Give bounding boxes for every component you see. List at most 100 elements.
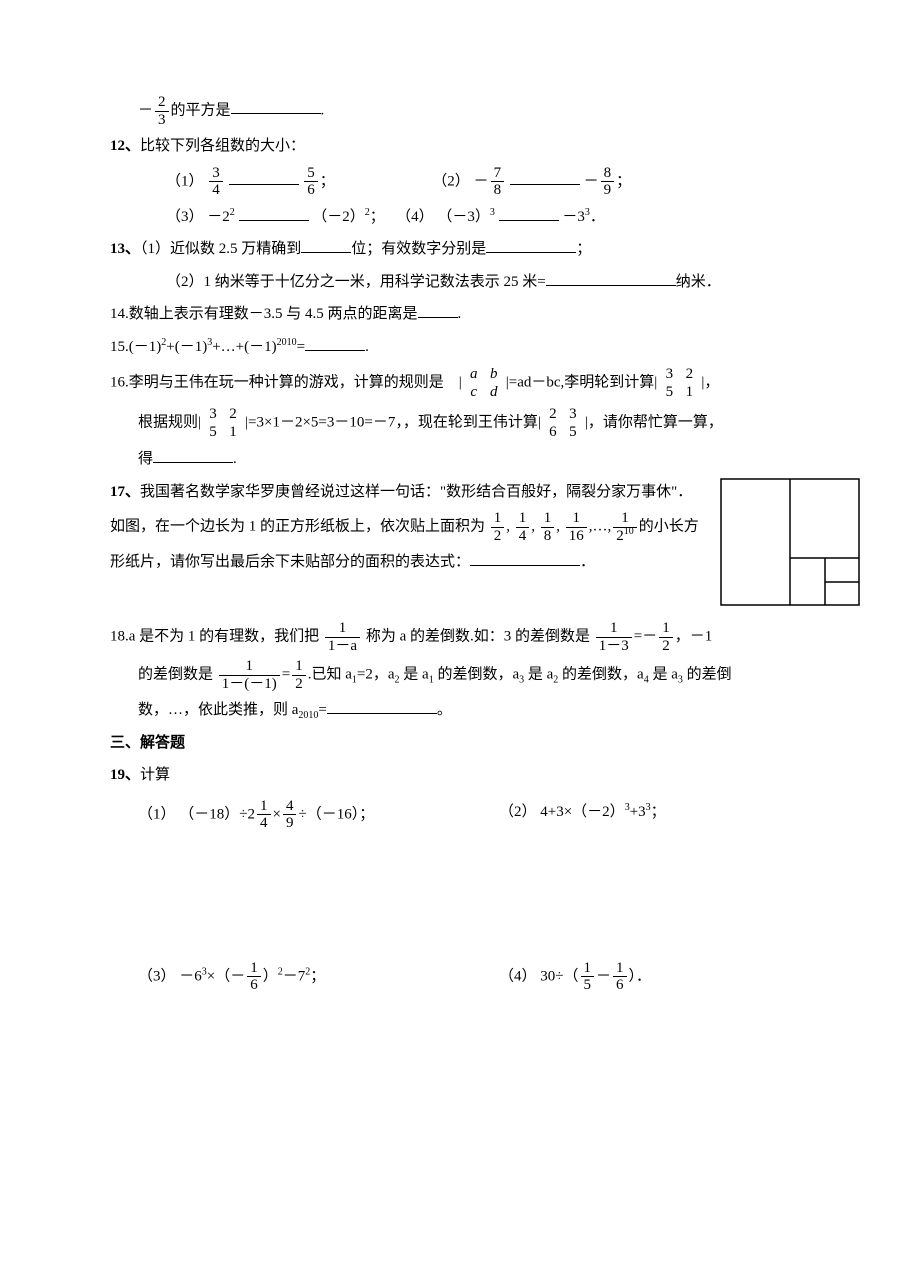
- t: ）．: [629, 968, 652, 984]
- t: =2，a: [357, 666, 395, 682]
- neg: －: [584, 173, 599, 189]
- q18-l1: 18.a 是不为 1 的有理数，我们把 11－a 称为 a 的差倒数.如：3 的…: [110, 620, 860, 654]
- q12-text: 比较下列各组数的大小：: [140, 138, 305, 154]
- q13-p1: 13、（1）近似数 2.5 万精确到位；有效数字分别是；: [110, 235, 860, 264]
- t: －: [596, 968, 611, 984]
- lp: （3）: [138, 968, 176, 984]
- q19-row1: （1） （－18）÷214×49÷（－16）； （2） 4+3×（－2）3+33…: [110, 794, 860, 836]
- t: 的差倒数，a: [558, 666, 643, 682]
- frac: 116: [566, 510, 587, 544]
- matrix: 3251: [659, 365, 699, 401]
- q19-p1: （1） （－18）÷214×49÷（－16）；: [110, 798, 499, 832]
- q18-l2: 的差倒数是 11－(－1)=12.已知 a1=2，a2 是 a1 的差倒数，a3…: [110, 658, 860, 692]
- blank: [327, 698, 437, 714]
- blank: [499, 205, 559, 221]
- matrix: 2365: [543, 405, 583, 441]
- blank: [153, 447, 233, 463]
- q12-label: 12、: [110, 138, 140, 154]
- q17-figure: [720, 478, 860, 617]
- semi: ；: [616, 173, 631, 189]
- t: 数，…，依此类推，则 a: [138, 702, 298, 718]
- q19-row2: （3） －63×（－16）2－72； （4） 30÷（15－16）．: [110, 956, 860, 998]
- t: =: [297, 339, 305, 355]
- t: +(－1): [166, 339, 207, 355]
- t: －6: [179, 968, 202, 984]
- t: ；: [310, 968, 325, 984]
- t: .: [458, 306, 462, 322]
- t: ×（－: [207, 968, 245, 984]
- frac: 56: [304, 165, 318, 199]
- blank: [486, 237, 576, 253]
- q12-row1: （1） 34 56； （2） －78 －89；: [110, 165, 860, 199]
- frac: 78: [491, 165, 505, 199]
- t: 15.(－1): [110, 339, 161, 355]
- frac: 12: [659, 620, 673, 654]
- t: 4+3×（－2）: [540, 804, 624, 820]
- t: ；: [576, 241, 591, 257]
- frac: 16: [613, 960, 627, 994]
- t: ×: [273, 806, 281, 822]
- t: 形纸片，请你写出最后余下未贴部分的面积的表达式：: [110, 554, 470, 570]
- t: 的差倒数，a: [434, 666, 519, 682]
- frac: 11－(－1): [219, 658, 280, 692]
- t: .: [233, 451, 237, 467]
- semi: ．: [590, 209, 605, 225]
- frac: 89: [601, 165, 615, 199]
- t: ÷（－16）；: [298, 806, 374, 822]
- t: 16.李明与王伟在玩一种计算的游戏，计算的规则是 |: [110, 374, 462, 390]
- lp: （1）: [166, 173, 204, 189]
- t: ，－1: [675, 628, 713, 644]
- t: 位；有效数字分别是: [351, 241, 486, 257]
- period: .: [321, 102, 325, 118]
- eq: =: [282, 666, 290, 682]
- r: －3: [562, 209, 585, 225]
- t: |=ad－bc,李明轮到计算|: [506, 374, 658, 390]
- q17-label: 17、: [110, 484, 140, 500]
- frac: 11－a: [325, 620, 360, 654]
- frac: 34: [209, 165, 223, 199]
- t: +…+(－1): [212, 339, 276, 355]
- lp: （1）: [138, 806, 176, 822]
- q19-p2: （2） 4+3×（－2）3+33；: [499, 798, 860, 832]
- matrix: 3251: [203, 405, 243, 441]
- q19-title: 19、计算: [110, 761, 860, 790]
- frac: 49: [283, 798, 297, 832]
- lp: （4）: [396, 209, 434, 225]
- q19-label: 19、: [110, 767, 140, 783]
- t: |=3×1－2×5=3－10=－7，，现在轮到王伟计算|: [245, 414, 541, 430]
- neg: －: [474, 173, 489, 189]
- q16-l1: 16.李明与王伟在玩一种计算的游戏，计算的规则是 |abcd|=ad－bc,李明…: [110, 365, 860, 401]
- blank: [546, 270, 676, 286]
- blank: [231, 98, 321, 114]
- t: 的小长方: [639, 518, 699, 534]
- t: ；: [651, 804, 666, 820]
- section-3-title: 三、解答题: [110, 729, 860, 758]
- t: =: [318, 702, 326, 718]
- frac-2-3: 23: [155, 94, 169, 128]
- t: ）: [263, 968, 278, 984]
- t: |，: [701, 374, 719, 390]
- text: 的平方是: [171, 102, 231, 118]
- l: －2: [207, 209, 230, 225]
- t: |，请你帮忙算一算，: [585, 414, 723, 430]
- q14: 14.数轴上表示有理数－3.5 与 4.5 两点的距离是.: [110, 300, 860, 329]
- matrix: abcd: [464, 365, 504, 401]
- frac: 15: [581, 960, 595, 994]
- blank: [239, 205, 309, 221]
- square-diagram-icon: [720, 478, 860, 606]
- t: .已知 a: [308, 666, 352, 682]
- q16-l2: 根据规则|3251|=3×1－2×5=3－10=－7，，现在轮到王伟计算|236…: [110, 405, 860, 441]
- blank: [510, 169, 580, 185]
- exp: 2: [230, 207, 235, 218]
- semi: ；: [370, 209, 385, 225]
- spacer: [110, 836, 860, 956]
- q12-row2: （3） －22 （－2）2； （4） （－3）3 －33．: [110, 203, 860, 232]
- t: ,…,: [589, 518, 612, 534]
- q11-tail: －23的平方是.: [110, 94, 860, 128]
- lp: （2）: [432, 173, 470, 189]
- frac: 1210: [613, 510, 637, 544]
- lp: （3）: [166, 209, 204, 225]
- t: （1）近似数 2.5 万精确到: [140, 241, 301, 257]
- t: 14.数轴上表示有理数－3.5 与 4.5 两点的距离是: [110, 306, 418, 322]
- blank: [301, 237, 351, 253]
